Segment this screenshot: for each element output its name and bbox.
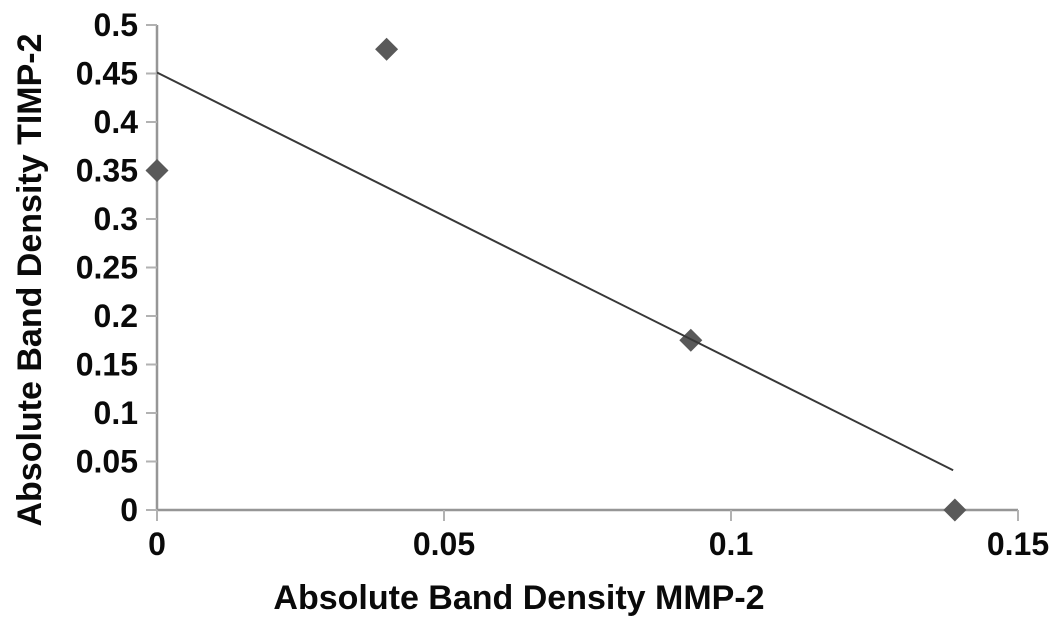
x-axis-title: Absolute Band Density MMP-2 [273, 579, 765, 617]
data-point-diamond [375, 37, 399, 61]
y-tick-label: 0.2 [94, 298, 138, 334]
y-axis-title: Absolute Band Density TIMP-2 [11, 33, 49, 527]
y-tick-label: 0.15 [76, 347, 138, 383]
y-tick-label: 0.1 [94, 395, 138, 431]
data-point-diamond [145, 159, 169, 182]
x-tick-label: 0.05 [413, 526, 475, 562]
data-point-diamond [943, 498, 967, 522]
y-tick-label: 0.05 [76, 444, 138, 480]
y-tick-label: 0.35 [76, 153, 138, 189]
y-tick-label: 0.5 [94, 7, 138, 43]
x-tick-label: 0.15 [987, 526, 1049, 562]
y-tick-label: 0.25 [76, 250, 138, 286]
y-tick-label: 0 [120, 492, 138, 528]
y-tick-label: 0.3 [94, 201, 138, 237]
trendline [156, 71, 954, 472]
x-tick-label: 0 [148, 526, 166, 562]
y-tick-label: 0.4 [94, 104, 139, 140]
x-tick-label: 0.1 [709, 526, 753, 562]
y-tick-label: 0.45 [76, 56, 138, 92]
